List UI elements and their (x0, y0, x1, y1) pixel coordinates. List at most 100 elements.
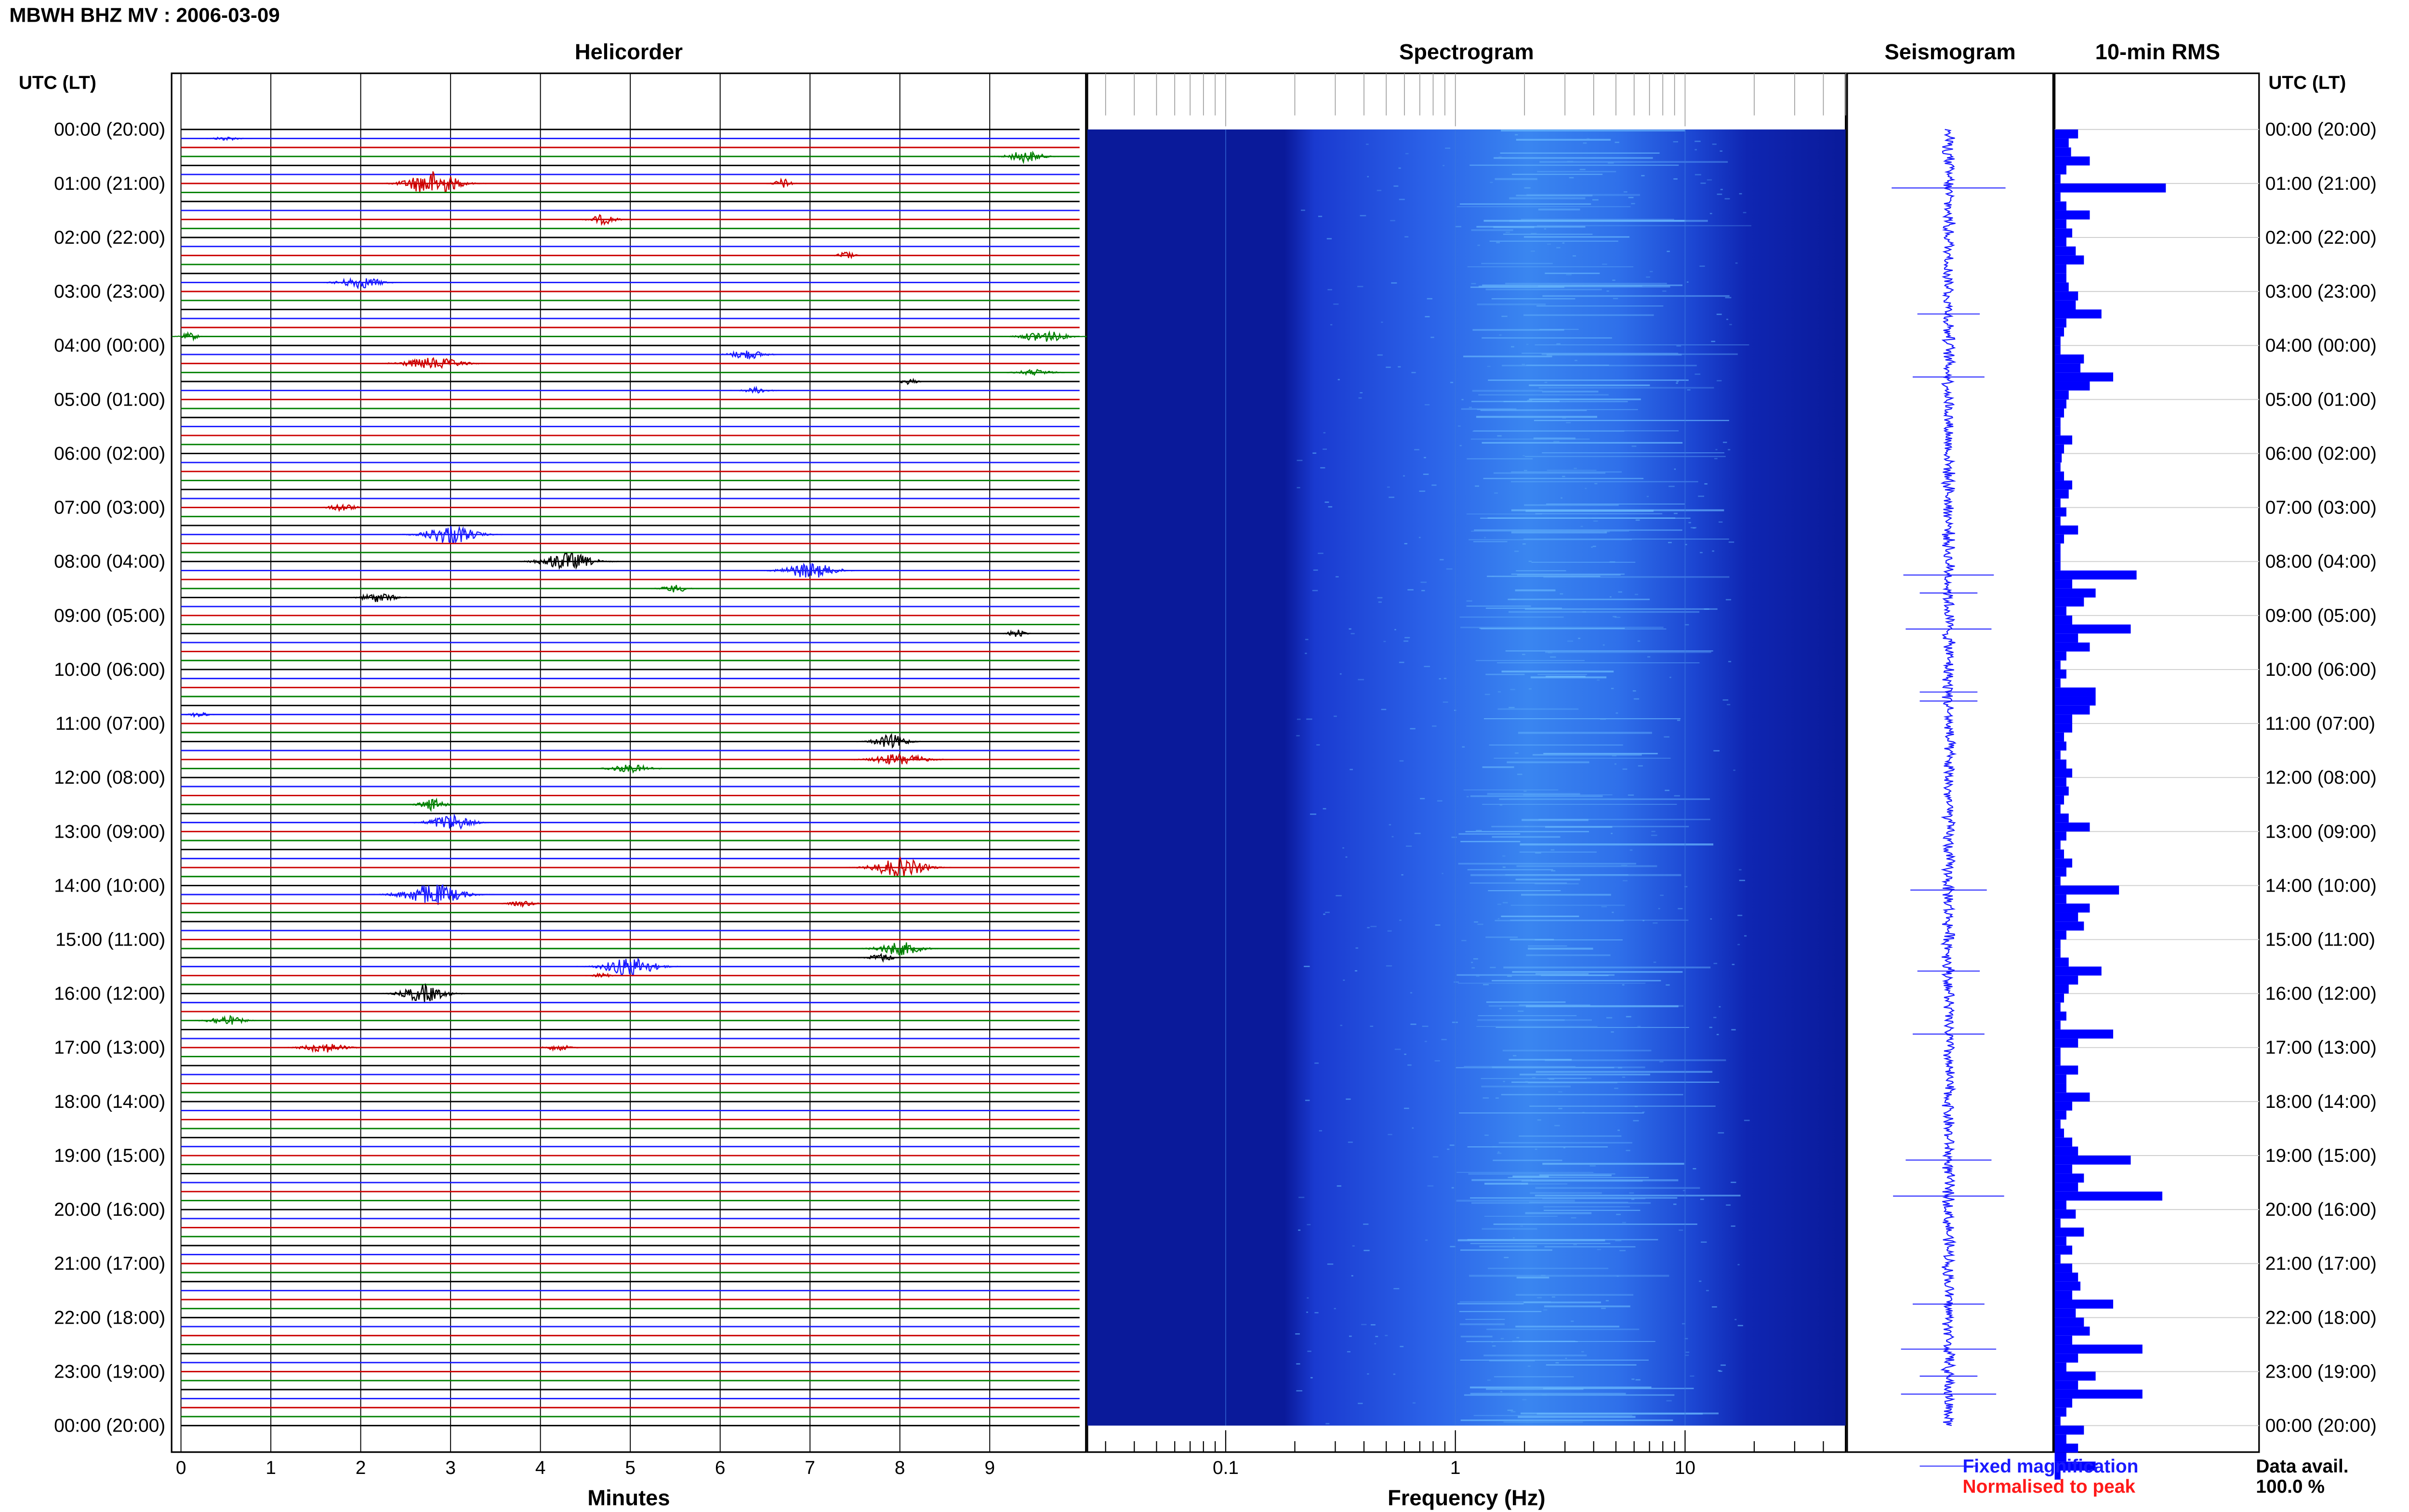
spectrogram-speckle (1700, 1198, 1704, 1200)
spectrogram-speckle (1561, 497, 1562, 499)
spectrogram-speckle (1469, 407, 1472, 408)
spectrogram-speckle (1492, 1146, 1498, 1148)
spectrogram-speckle (1495, 1097, 1499, 1099)
rms-bar (2054, 237, 2066, 247)
rms-bar (2054, 489, 2069, 499)
utc-label-left: 02:00 (22:00) (54, 227, 165, 248)
spectrogram-speckle (1744, 935, 1747, 937)
spectrogram-speckle (1724, 198, 1730, 199)
rms-bar (2054, 1110, 2066, 1120)
spectrogram-speckle (1297, 718, 1301, 720)
spectrogram-speckle (1404, 236, 1409, 237)
spectrogram-speckle (1558, 1091, 1562, 1093)
utc-label-left: 10:00 (06:00) (54, 659, 165, 680)
spectrogram-speckle (1611, 832, 1613, 834)
spectrogram-speckle (1602, 644, 1605, 646)
helicorder-event (846, 753, 954, 765)
spectrogram-speckle (1370, 926, 1377, 927)
spectrogram-speckle (1575, 359, 1577, 361)
rms-bar (2054, 192, 2061, 202)
spectrogram-speckle (1393, 1373, 1396, 1375)
spectrogram-speckle (1307, 1297, 1309, 1299)
rms-bar (2054, 615, 2073, 625)
spectrogram-speckle (1391, 836, 1394, 838)
spectrogram-speckle (1454, 981, 1459, 983)
rms-bar (2054, 1416, 2061, 1426)
spectrogram-speckle (1666, 1400, 1672, 1402)
helicorder-event (397, 525, 504, 545)
spectrogram-speckle (1410, 1024, 1416, 1025)
spectrogram-speckle (1626, 1016, 1631, 1018)
rms-bar (2054, 1461, 2096, 1471)
spectrogram-speckle (1698, 495, 1704, 497)
utc-label-left: 23:00 (19:00) (54, 1361, 165, 1382)
spectrogram-speckle (1507, 1409, 1513, 1411)
rms-bar (2054, 768, 2073, 778)
utc-label-left: 22:00 (18:00) (54, 1307, 165, 1328)
rms-bar (2054, 1371, 2096, 1381)
spectrogram-speckle (1714, 458, 1718, 460)
spectrogram-speckle (1367, 1373, 1369, 1375)
spectrogram-speckle (1556, 343, 1561, 345)
spectrogram-speckle (1360, 215, 1366, 217)
utc-label-right: 06:00 (02:00) (2265, 443, 2377, 464)
spectrogram-speckle (1720, 150, 1722, 152)
spectrogram-speckle (1318, 215, 1323, 217)
spectrogram-speckle (1676, 345, 1681, 347)
page-title: MBWH BHZ MV : 2006-03-09 (9, 3, 280, 27)
spectrogram-speckle (1471, 961, 1473, 963)
rms-bar (2054, 282, 2069, 292)
rms-bar (2054, 1012, 2066, 1021)
rms-bar (2054, 561, 2061, 571)
rms-bar (2054, 174, 2061, 184)
rms-bar (2054, 993, 2065, 1003)
spectrogram-speckle (1528, 688, 1532, 690)
rms-bar (2054, 453, 2062, 463)
spectrogram-speckle (1425, 316, 1430, 317)
spectrogram-speckle (1531, 233, 1537, 235)
helicorder-event (765, 177, 801, 188)
rms-bar (2054, 687, 2096, 697)
spectrogram-speckle (1450, 381, 1454, 383)
utc-label-right: 07:00 (03:00) (2265, 498, 2377, 518)
utc-label-left: 17:00 (13:00) (54, 1038, 165, 1058)
spectrogram-speckle (1659, 1061, 1664, 1063)
spectrogram-speckle (1647, 656, 1651, 657)
utc-label-right: 11:00 (07:00) (2265, 713, 2375, 734)
helicorder-event (999, 629, 1034, 637)
spectrogram-speckle (1676, 381, 1679, 382)
rms-bar (2054, 651, 2066, 661)
spectrogram-speckle (1651, 834, 1657, 836)
spectrogram-speckle (1678, 908, 1683, 909)
spectrogram-speckle (1589, 1165, 1596, 1167)
spectrogram-speckle (1513, 1237, 1515, 1239)
spectrogram-speckle (1523, 790, 1527, 792)
spectrogram-speckle (1498, 156, 1502, 158)
spectrogram-speckle (1543, 1309, 1548, 1311)
spectrogram-speckle (1515, 752, 1519, 754)
spectrogram-speckle (1646, 276, 1650, 278)
spectrogram-speckle (1349, 628, 1351, 630)
seismogram-panel (1846, 72, 2054, 1467)
spectrogram-speckle (1381, 709, 1387, 710)
spectrogram-speckle (1403, 640, 1409, 642)
helicorder-tick-label: 5 (625, 1458, 635, 1478)
spectrogram-speckle (1641, 175, 1645, 177)
rms-bar (2054, 1236, 2066, 1246)
spectrogram-speckle (1525, 1081, 1528, 1083)
spectrogram-speckle (1510, 1411, 1516, 1413)
spectrogram-speckle (1500, 1391, 1502, 1393)
spectrogram-speckle (1637, 640, 1641, 642)
spectrogram-speckle (1312, 590, 1318, 592)
spectrogram-speckle (1502, 866, 1506, 868)
spectrogram-speckle (1728, 661, 1732, 662)
spectrogram-speckle (1706, 1290, 1709, 1291)
spectrogram-speckle (1726, 318, 1729, 320)
rms-bar (2054, 534, 2065, 544)
utc-label-right: 08:00 (04:00) (2265, 552, 2377, 572)
spectrogram-speckle (1330, 324, 1333, 326)
spectrogram-speckle (1687, 389, 1691, 391)
rms-bar (2054, 930, 2066, 940)
spectrogram-speckle (1566, 422, 1571, 423)
spectrogram-speckle (1358, 397, 1362, 399)
